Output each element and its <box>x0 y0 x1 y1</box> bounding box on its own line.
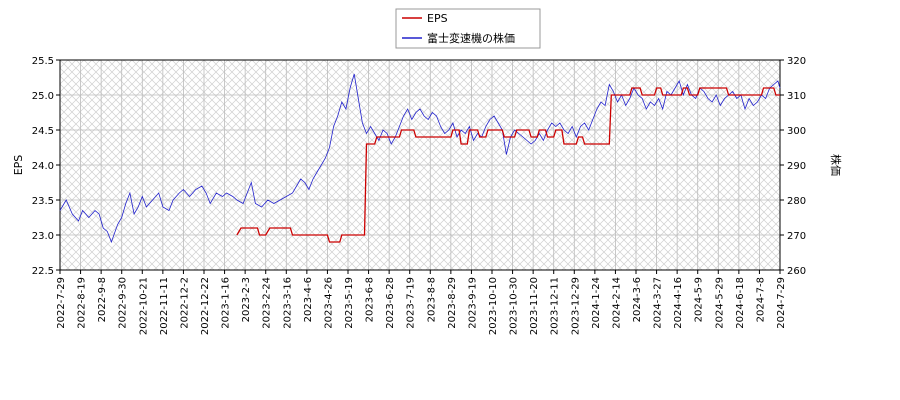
x-tick-label: 2023-10-10 <box>488 277 499 335</box>
x-tick-label: 2024-3-27 <box>653 277 664 329</box>
right-y-tick-label: 300 <box>787 126 806 137</box>
x-tick-label: 2023-6-28 <box>385 277 396 329</box>
x-tick-label: 2023-8-8 <box>426 277 437 322</box>
x-tick-label: 2024-5-9 <box>694 277 705 322</box>
x-tick-label: 2023-4-6 <box>303 277 314 322</box>
x-tick-label: 2022-10-21 <box>138 277 149 335</box>
x-tick-label: 2023-5-19 <box>344 277 355 329</box>
left-y-tick-label: 25.0 <box>32 91 54 102</box>
x-tick-label: 2022-8-19 <box>77 277 88 329</box>
x-tick-label: 2023-11-20 <box>529 277 540 335</box>
eps-line <box>236 87 780 243</box>
x-tick-label: 2023-10-30 <box>509 277 520 335</box>
x-tick-label: 2024-6-18 <box>735 277 746 329</box>
x-tick-label: 2022-9-30 <box>118 277 129 329</box>
left-y-tick-label: 23.5 <box>32 196 54 207</box>
x-tick-label: 2023-2-3 <box>241 277 252 322</box>
stock-price-line <box>59 73 781 244</box>
right-y-axis: 260 270 280 290 300 310 320 <box>780 56 806 277</box>
legend-box <box>395 8 541 49</box>
x-tick-label: 2022-12-2 <box>179 277 190 329</box>
x-tick-label: 2024-7-29 <box>776 277 787 329</box>
left-y-tick-label: 23.0 <box>32 231 54 242</box>
x-tick-label: 2023-1-16 <box>221 277 232 329</box>
right-y-tick-label: 310 <box>787 91 806 102</box>
legend-label-eps: EPS <box>427 12 448 25</box>
right-y-tick-label: 320 <box>787 56 806 67</box>
x-tick-label: 2024-1-24 <box>591 277 602 329</box>
x-tick-label: 2022-9-8 <box>97 277 108 322</box>
x-tick-label: 2024-2-14 <box>611 277 622 329</box>
x-tick-label: 2023-8-29 <box>447 277 458 329</box>
x-tick-label: 2024-7-8 <box>755 277 766 322</box>
x-tick-label: 2023-3-16 <box>282 277 293 329</box>
right-y-tick-label: 290 <box>787 161 806 172</box>
x-tick-label: 2022-11-11 <box>159 277 170 335</box>
left-y-tick-label: 24.0 <box>32 161 54 172</box>
x-tick-label: 2022-12-22 <box>200 277 211 335</box>
right-y-tick-label: 280 <box>787 196 806 207</box>
left-y-tick-label: 25.5 <box>32 56 54 67</box>
x-tick-label: 2022-7-29 <box>56 277 67 329</box>
legend: EPS 富士変速機の株価 <box>395 8 541 49</box>
left-y-tick-label: 24.5 <box>32 126 54 137</box>
x-tick-label: 2023-2-24 <box>262 277 273 329</box>
left-y-tick-label: 22.5 <box>32 266 54 277</box>
right-y-tick-label: 260 <box>787 266 806 277</box>
x-axis: 2022-7-29 2022-8-19 2022-9-8 2022-9-30 2022-… <box>56 270 787 335</box>
legend-label-stock-price: 富士変速機の株価 <box>427 31 515 45</box>
x-tick-label: 2023-9-19 <box>467 277 478 329</box>
x-tick-label: 2024-4-16 <box>673 277 684 329</box>
x-tick-label: 2023-6-8 <box>365 277 376 322</box>
x-tick-label: 2024-3-6 <box>632 277 643 322</box>
x-tick-label: 2023-12-29 <box>570 277 581 335</box>
left-y-axis: 22.5 23.0 23.5 24.0 24.5 25.0 25.5 <box>32 56 60 277</box>
left-y-axis-title: EPS <box>12 155 25 176</box>
x-tick-label: 2023-4-26 <box>323 277 334 329</box>
right-y-tick-label: 270 <box>787 231 806 242</box>
right-y-axis-title: 株価 <box>829 154 843 176</box>
x-tick-label: 2024-5-29 <box>714 277 725 329</box>
x-tick-label: 2023-7-19 <box>406 277 417 329</box>
x-tick-label: 2023-12-11 <box>550 277 561 335</box>
series-layer <box>59 73 781 244</box>
